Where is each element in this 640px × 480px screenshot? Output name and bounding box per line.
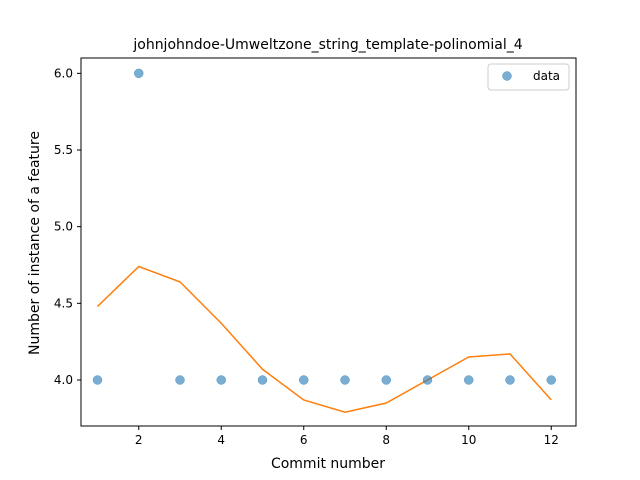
data-point xyxy=(216,375,226,385)
y-tick-label: 4.5 xyxy=(54,296,73,310)
data-point xyxy=(92,375,103,385)
fit-line xyxy=(96,265,552,413)
x-tick-label: 10 xyxy=(461,433,476,447)
axes-frame xyxy=(80,57,577,427)
data-point xyxy=(546,375,556,385)
plot-area: 2 4 6 8 10 12 4.0 4.5 5.0 5.5 6.0 xyxy=(54,57,577,447)
data-point xyxy=(257,375,268,385)
y-tick-label: 6.0 xyxy=(54,66,73,80)
chart-title: johnjohndoe-Umweltzone_string_template-p… xyxy=(132,37,522,53)
data-point xyxy=(381,375,391,385)
legend-marker xyxy=(502,71,512,81)
data-point xyxy=(422,375,433,385)
x-tick-label: 12 xyxy=(544,433,559,447)
data-point xyxy=(340,375,350,385)
data-point xyxy=(175,375,185,385)
y-tick-label: 4.0 xyxy=(54,373,73,387)
y-tick-label: 5.0 xyxy=(54,220,73,234)
y-axis-label: Number of instance of a feature xyxy=(27,131,43,355)
y-tick-label: 5.5 xyxy=(54,143,73,157)
data-point xyxy=(299,375,309,385)
legend-label: data xyxy=(533,69,560,83)
legend: data xyxy=(487,63,570,91)
x-tick-label: 8 xyxy=(382,433,390,447)
x-tick-label: 2 xyxy=(135,433,143,447)
data-point xyxy=(134,68,144,79)
x-tick-label: 6 xyxy=(300,433,308,447)
x-axis-label: Commit number xyxy=(271,456,385,472)
x-tick-label: 4 xyxy=(217,433,225,447)
data-point xyxy=(464,375,474,385)
data-point xyxy=(505,375,515,385)
legend-box xyxy=(487,63,570,91)
